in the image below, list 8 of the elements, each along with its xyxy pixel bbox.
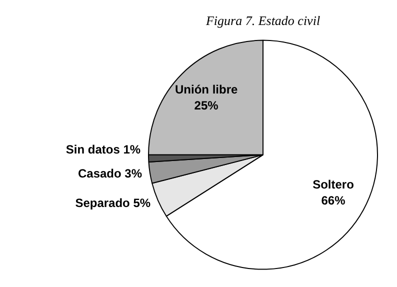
slice-label: Sin datos 1% <box>66 142 141 156</box>
slice-label: Separado 5% <box>75 196 151 210</box>
data-label: 66% <box>321 194 346 208</box>
data-label: 25% <box>194 98 219 112</box>
slice-label: Casado 3% <box>78 166 142 180</box>
slice-label: Unión libre <box>174 82 238 96</box>
chart-title: Figura 7. Estado civil <box>204 13 320 28</box>
slice-label: Soltero <box>312 178 354 192</box>
